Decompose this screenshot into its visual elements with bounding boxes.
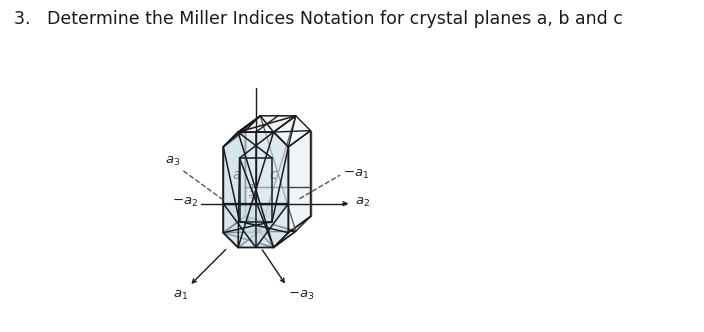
Text: $a$: $a$ (232, 168, 241, 182)
Polygon shape (223, 216, 260, 247)
Text: $a_3$: $a_3$ (165, 155, 180, 168)
Text: $\frac{1}{2}$: $\frac{1}{2}$ (249, 183, 257, 208)
Text: $a_1$: $a_1$ (172, 289, 188, 302)
Text: 3.   Determine the Miller Indices Notation for crystal planes a, b and c: 3. Determine the Miller Indices Notation… (14, 10, 623, 28)
Polygon shape (223, 132, 289, 247)
Polygon shape (289, 130, 310, 233)
Polygon shape (223, 130, 246, 233)
Polygon shape (274, 216, 310, 247)
Polygon shape (274, 116, 310, 147)
Polygon shape (223, 216, 296, 247)
Polygon shape (223, 204, 289, 247)
Polygon shape (223, 116, 260, 147)
Text: $b$: $b$ (252, 220, 263, 235)
Text: $-a_1$: $-a_1$ (343, 168, 370, 181)
Text: $c$: $c$ (269, 168, 279, 182)
Text: $-a_2$: $-a_2$ (172, 196, 198, 209)
Text: $a_2$: $a_2$ (355, 196, 370, 209)
Text: $-a_3$: $-a_3$ (288, 289, 315, 302)
Polygon shape (238, 116, 296, 132)
